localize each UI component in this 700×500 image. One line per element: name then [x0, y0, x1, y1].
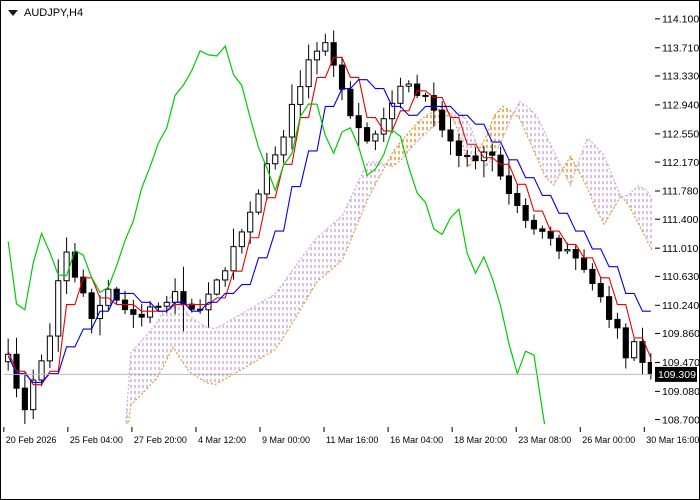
svg-text:25 Feb 04:00: 25 Feb 04:00 [70, 435, 123, 445]
svg-text:111.400: 111.400 [662, 214, 699, 226]
svg-text:110.240: 110.240 [662, 300, 699, 312]
svg-text:109.080: 109.080 [662, 386, 700, 398]
svg-text:112.170: 112.170 [662, 157, 699, 169]
svg-text:112.940: 112.940 [662, 100, 699, 112]
svg-text:111.010: 111.010 [662, 243, 699, 255]
svg-text:109.860: 109.860 [662, 328, 700, 340]
svg-text:108.700: 108.700 [662, 414, 700, 426]
svg-text:110.630: 110.630 [662, 271, 699, 283]
svg-text:16 Mar 04:00: 16 Mar 04:00 [390, 435, 443, 445]
svg-text:27 Feb 20:00: 27 Feb 20:00 [134, 435, 187, 445]
svg-text:4 Mar 12:00: 4 Mar 12:00 [198, 435, 246, 445]
svg-text:23 Mar 08:00: 23 Mar 08:00 [518, 435, 571, 445]
svg-text:109.309: 109.309 [658, 369, 696, 381]
svg-text:30 Mar 16:00: 30 Mar 16:00 [646, 435, 699, 445]
svg-text:113.330: 113.330 [662, 71, 699, 83]
svg-text:113.710: 113.710 [662, 42, 699, 54]
svg-text:11 Mar 16:00: 11 Mar 16:00 [326, 435, 378, 445]
svg-text:114.100: 114.100 [662, 14, 699, 26]
svg-text:20 Feb 2026: 20 Feb 2026 [6, 435, 57, 445]
svg-text:18 Mar 20:00: 18 Mar 20:00 [454, 435, 507, 445]
svg-text:9 Mar 00:00: 9 Mar 00:00 [262, 435, 310, 445]
svg-text:112.550: 112.550 [662, 129, 699, 141]
svg-text:111.780: 111.780 [662, 186, 699, 198]
svg-text:26 Mar 00:00: 26 Mar 00:00 [582, 435, 635, 445]
